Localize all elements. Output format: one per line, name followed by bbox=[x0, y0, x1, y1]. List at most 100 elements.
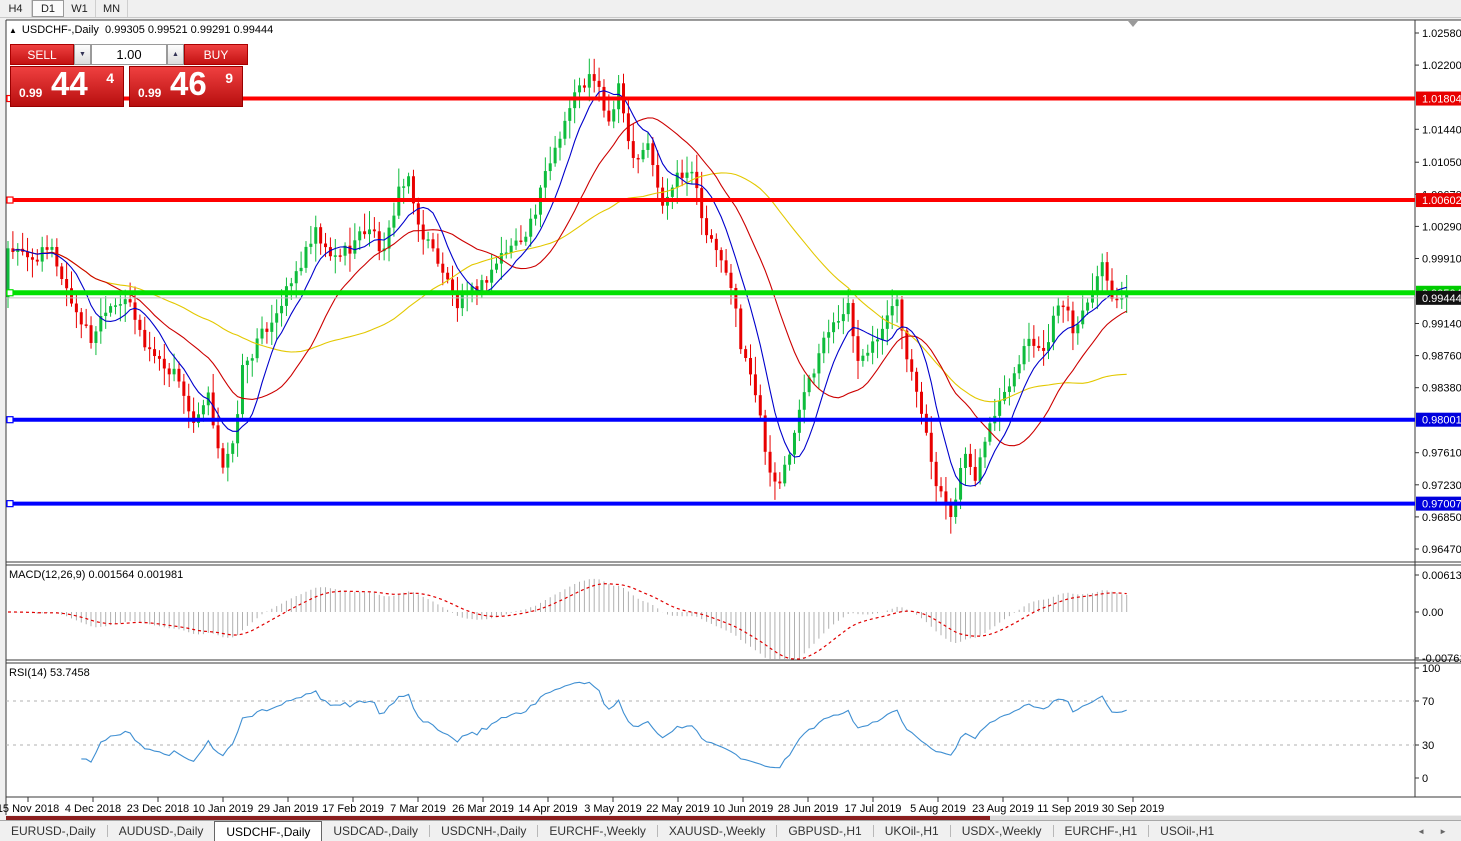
svg-text:1.01804: 1.01804 bbox=[1422, 94, 1461, 106]
sell-button[interactable]: SELL bbox=[10, 44, 74, 65]
svg-text:11 Sep 2019: 11 Sep 2019 bbox=[1037, 803, 1099, 815]
chart-tab-eurchf-h1[interactable]: EURCHF-,H1 bbox=[1064, 824, 1138, 838]
volume-increase-button[interactable]: ▲ bbox=[167, 44, 184, 65]
svg-text:28 Jun 2019: 28 Jun 2019 bbox=[778, 803, 839, 815]
svg-text:0.99444: 0.99444 bbox=[1422, 293, 1461, 305]
tab-separator bbox=[429, 825, 431, 837]
chart-symbol-label: USDCHF-,Daily bbox=[21, 24, 99, 36]
level-anchor-marker bbox=[6, 416, 14, 424]
svg-text:0.99910: 0.99910 bbox=[1422, 253, 1461, 265]
macd-signal-line bbox=[8, 583, 1127, 660]
chart-tab-audusd-daily[interactable]: AUDUSD-,Daily bbox=[118, 824, 204, 838]
sell-price-prefix: 0.99 bbox=[19, 86, 43, 100]
tab-separator bbox=[1148, 825, 1150, 837]
svg-text:5 Aug 2019: 5 Aug 2019 bbox=[910, 803, 966, 815]
ma-slow-line bbox=[12, 172, 1127, 403]
svg-text:14 Apr 2019: 14 Apr 2019 bbox=[518, 803, 577, 815]
chart-tab-ukoil-h1[interactable]: UKOil-,H1 bbox=[884, 824, 939, 838]
svg-text:26 Mar 2019: 26 Mar 2019 bbox=[452, 803, 514, 815]
timeframe-button-w1[interactable]: W1 bbox=[64, 0, 96, 17]
svg-text:1.01440: 1.01440 bbox=[1422, 124, 1461, 136]
tab-scroll-right-icon[interactable]: ► bbox=[1439, 826, 1447, 836]
tab-scroll-left-icon[interactable]: ◄ bbox=[1417, 826, 1426, 836]
price-chart-canvas[interactable]: 1.025801.022001.014401.010501.006701.002… bbox=[0, 18, 1461, 820]
svg-text:7 Mar 2019: 7 Mar 2019 bbox=[390, 803, 446, 815]
buy-price-prefix: 0.99 bbox=[138, 86, 162, 100]
svg-text:0.97007: 0.97007 bbox=[1422, 499, 1461, 511]
sell-price-big-digits: 44 bbox=[51, 65, 88, 102]
svg-text:23 Dec 2018: 23 Dec 2018 bbox=[127, 803, 189, 815]
svg-text:0.98760: 0.98760 bbox=[1422, 351, 1461, 363]
ma-fast-line bbox=[12, 90, 1127, 487]
svg-text:0.98380: 0.98380 bbox=[1422, 383, 1461, 395]
chart-tab-usoil-h1[interactable]: USOil-,H1 bbox=[1160, 824, 1215, 838]
date-axis: 15 Nov 2018 4 Dec 2018 23 Dec 2018 10 Jan 2… bbox=[0, 797, 1164, 815]
svg-text:100: 100 bbox=[1422, 663, 1440, 675]
svg-text:0.99140: 0.99140 bbox=[1422, 319, 1461, 331]
svg-text:0.96850: 0.96850 bbox=[1422, 512, 1461, 524]
chart-tab-bar: EURUSD-,Daily AUDUSD-,Daily USDCHF-,Daily U… bbox=[0, 820, 1461, 841]
svg-text:1.02580: 1.02580 bbox=[1422, 28, 1461, 40]
svg-text:0.98001: 0.98001 bbox=[1422, 415, 1461, 427]
svg-text:29 Jan 2019: 29 Jan 2019 bbox=[258, 803, 319, 815]
timeframe-button-h4[interactable]: H4 bbox=[0, 0, 32, 17]
level-anchor-marker bbox=[6, 500, 14, 508]
rsi-indicator-label: RSI(14) 53.7458 bbox=[9, 667, 90, 679]
svg-text:0.00: 0.00 bbox=[1422, 607, 1443, 619]
chart-tab-eurusd-daily[interactable]: EURUSD-,Daily bbox=[11, 824, 96, 838]
svg-text:3 May 2019: 3 May 2019 bbox=[584, 803, 641, 815]
chart-tab-usdcad-daily[interactable]: USDCAD-,Daily bbox=[333, 824, 419, 838]
chart-tab-xauusd-weekly[interactable]: XAUUSD-,Weekly bbox=[668, 824, 766, 838]
svg-text:4 Dec 2018: 4 Dec 2018 bbox=[65, 803, 121, 815]
chart-tab-gbpusd-h1[interactable]: GBPUSD-,H1 bbox=[788, 824, 862, 838]
svg-text:23 Aug 2019: 23 Aug 2019 bbox=[972, 803, 1034, 815]
svg-text:1.02200: 1.02200 bbox=[1422, 60, 1461, 72]
chart-tab-usdchf-daily[interactable]: USDCHF-,Daily bbox=[214, 821, 323, 841]
chart-shift-marker-icon bbox=[1128, 21, 1138, 27]
collapse-chart-icon[interactable]: ▲ bbox=[9, 26, 17, 35]
chart-tab-usdcnh-daily[interactable]: USDCNH-,Daily bbox=[441, 824, 527, 838]
macd-histogram bbox=[12, 578, 1128, 659]
svg-text:10 Jun 2019: 10 Jun 2019 bbox=[713, 803, 774, 815]
level-anchor-marker bbox=[6, 289, 14, 297]
svg-text:22 May 2019: 22 May 2019 bbox=[646, 803, 710, 815]
tab-separator bbox=[776, 825, 778, 837]
price-axis: 1.025801.022001.014401.010501.006701.002… bbox=[1415, 28, 1461, 556]
volume-decrease-button[interactable]: ▼ bbox=[74, 44, 91, 65]
sell-price-pip-digit: 4 bbox=[106, 70, 114, 86]
svg-text:0.97230: 0.97230 bbox=[1422, 480, 1461, 492]
one-click-trade-widget: SELL ▼ 1.00 ▲ BUY 0.99 44 4 0.99 46 9 bbox=[10, 44, 248, 107]
tab-separator bbox=[537, 825, 539, 837]
timeframe-button-d1[interactable]: D1 bbox=[32, 0, 64, 17]
chart-tab-eurchf-weekly[interactable]: EURCHF-,Weekly bbox=[549, 824, 646, 838]
rsi-line bbox=[81, 681, 1127, 769]
timeframe-button-mn[interactable]: MN bbox=[96, 0, 128, 17]
chart-hscrollbar-thumb[interactable] bbox=[6, 816, 990, 820]
tab-separator bbox=[872, 825, 874, 837]
sell-price-tile[interactable]: 0.99 44 4 bbox=[10, 65, 124, 107]
buy-button[interactable]: BUY bbox=[184, 44, 248, 65]
svg-text:1.00602: 1.00602 bbox=[1422, 195, 1461, 207]
tab-separator bbox=[949, 825, 951, 837]
buy-price-pip-digit: 9 bbox=[225, 70, 233, 86]
candles-layer bbox=[6, 58, 1129, 534]
chart-title: ▲ USDCHF-,Daily 0.99305 0.99521 0.99291 0… bbox=[9, 24, 273, 36]
svg-text:10 Jan 2019: 10 Jan 2019 bbox=[193, 803, 254, 815]
chart-tab-usdx-weekly[interactable]: USDX-,Weekly bbox=[961, 824, 1042, 838]
buy-price-big-digits: 46 bbox=[170, 65, 207, 102]
svg-text:17 Feb 2019: 17 Feb 2019 bbox=[322, 803, 384, 815]
volume-input[interactable]: 1.00 bbox=[91, 44, 167, 65]
macd-indicator-label: MACD(12,26,9) 0.001564 0.001981 bbox=[9, 569, 184, 581]
ma-mid-line bbox=[12, 117, 1127, 447]
svg-text:0.97610: 0.97610 bbox=[1422, 448, 1461, 460]
svg-text:0.96470: 0.96470 bbox=[1422, 544, 1461, 556]
svg-text:17 Jul 2019: 17 Jul 2019 bbox=[845, 803, 902, 815]
chart-region: 1.025801.022001.014401.010501.006701.002… bbox=[0, 18, 1461, 820]
tab-separator bbox=[106, 825, 108, 837]
chart-ohlc-values: 0.99305 0.99521 0.99291 0.99444 bbox=[105, 24, 274, 36]
svg-text:-0.007617: -0.007617 bbox=[1422, 653, 1461, 665]
buy-price-tile[interactable]: 0.99 46 9 bbox=[129, 65, 243, 107]
level-anchor-marker bbox=[6, 196, 14, 204]
svg-text:1.00290: 1.00290 bbox=[1422, 221, 1461, 233]
svg-text:0.00613: 0.00613 bbox=[1422, 570, 1461, 582]
